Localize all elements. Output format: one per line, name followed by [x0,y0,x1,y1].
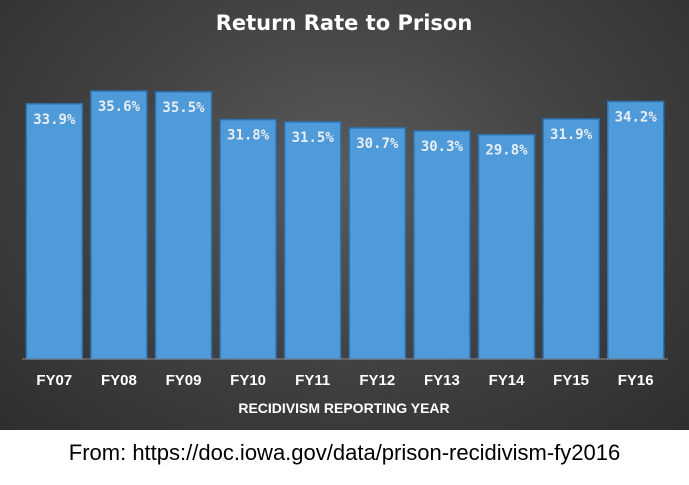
data-label-fy15: 31.9% [550,127,593,143]
data-label-fy12: 30.7% [356,136,399,152]
tick-label-fy11: FY11 [295,372,330,389]
data-label-fy10: 31.8% [227,128,270,144]
data-label-fy07: 33.9% [33,112,76,128]
bar-fy12 [348,127,407,360]
bar-fy09 [154,91,213,360]
tick-label-fy10: FY10 [230,372,266,389]
data-label-fy08: 35.6% [98,99,141,115]
bar-chart: Return Rate to Prison 33.9% 35.6% 35.5% 31.… [22,11,668,416]
tick-label-fy15: FY15 [553,372,589,389]
data-labels-layer: 33.9% 35.6% 35.5% 31.8% 31.5% 30.7% 30.3% 29.8%… [33,99,657,159]
bars-layer [25,90,665,360]
bar-fy10 [219,118,277,360]
bar-fy07 [25,103,84,360]
data-label-fy11: 31.5% [292,130,335,146]
tick-label-fy16: FY16 [618,372,654,389]
x-tick-labels: FY07 FY08 FY09 FY10 FY11 FY12 FY13 FY14 FY15 FY16 [36,372,653,389]
data-label-fy14: 29.8% [485,143,528,159]
bar-fy13 [413,130,471,360]
bar-fy14 [477,133,536,360]
tick-label-fy08: FY08 [101,372,137,389]
bar-fy16 [606,100,665,360]
tick-label-fy13: FY13 [424,372,460,389]
data-label-fy13: 30.3% [421,139,464,155]
bar-fy15 [542,118,600,360]
bar-fy11 [283,121,342,360]
tick-label-fy09: FY09 [166,372,202,389]
tick-label-fy14: FY14 [489,372,526,389]
data-label-fy16: 34.2% [615,110,658,126]
chart-panel: Return Rate to Prison 33.9% 35.6% 35.5% 31.… [0,0,689,430]
source-caption: From: https://doc.iowa.gov/data/prison-r… [68,440,621,465]
data-label-fy09: 35.5% [162,100,205,116]
tick-label-fy12: FY12 [359,372,395,389]
tick-label-fy07: FY07 [36,372,72,389]
x-axis-title: RECIDIVISM REPORTING YEAR [238,400,449,416]
chart-title: Return Rate to Prison [216,11,473,35]
bar-fy08 [90,90,148,360]
